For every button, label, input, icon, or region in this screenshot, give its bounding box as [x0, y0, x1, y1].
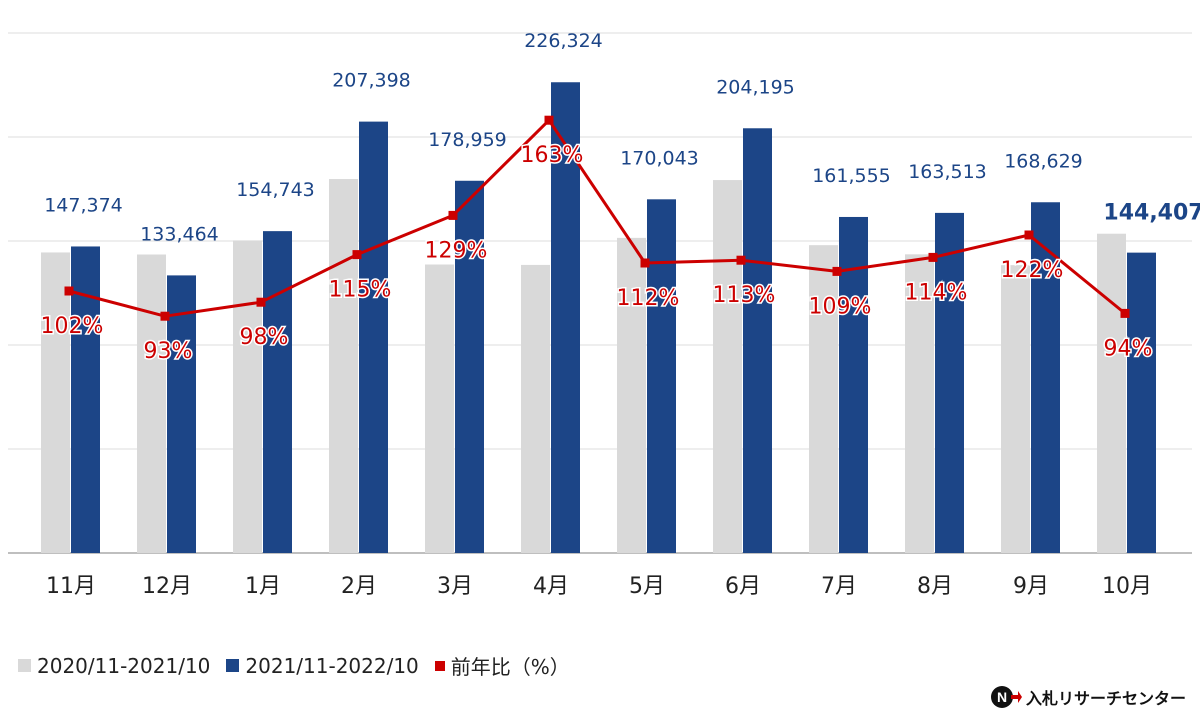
ratio-point: [640, 258, 650, 268]
x-tick-label: 3月: [437, 574, 473, 599]
bar-value-label: 133,464: [140, 223, 219, 245]
x-tick-label: 5月: [629, 574, 665, 599]
bar-prev-year: [1097, 233, 1126, 553]
ratio-point: [1024, 230, 1034, 240]
bar-prev-year: [425, 264, 454, 553]
ratio-label: 93%: [144, 339, 193, 364]
x-tick-label: 11月: [46, 574, 96, 599]
bar-prev-year: [905, 254, 934, 553]
legend-swatch-series1: [18, 659, 31, 672]
bar-value-label: 168,629: [1004, 150, 1083, 172]
bar-value-label: 163,513: [908, 161, 987, 183]
bar-current-year: [167, 275, 196, 553]
bar-value-label: 147,374: [44, 194, 123, 216]
x-tick-label: 6月: [725, 574, 761, 599]
x-tick-label: 7月: [821, 574, 857, 599]
bar-prev-year: [329, 179, 358, 554]
bar-current-year: [839, 216, 868, 553]
ratio-label: 109%: [809, 294, 872, 319]
bar-current-year: [1127, 252, 1156, 554]
bar-prev-year: [521, 264, 550, 553]
bar-current-year: [263, 231, 292, 553]
bar-prev-year: [809, 245, 838, 553]
bar-prev-year: [617, 237, 646, 553]
ratio-label: 129%: [425, 238, 488, 263]
ratio-label: 113%: [713, 283, 776, 308]
legend: 2020/11-2021/10 2021/11-2022/10 前年比（%）: [18, 651, 586, 680]
ratio-line: [68, 118, 1126, 318]
ratio-point: [256, 297, 266, 307]
ratio-point: [64, 286, 74, 296]
ratio-point: [928, 252, 938, 262]
x-tick-label: 1月: [245, 574, 281, 599]
bar-prev-year: [233, 240, 262, 553]
bar-prev-year: [713, 180, 742, 553]
ratio-point: [448, 210, 458, 220]
x-tick-label: 8月: [917, 574, 953, 599]
bar-prev-year: [41, 252, 70, 553]
ratio-point: [1120, 308, 1130, 318]
legend-item-ratio: 前年比（%）: [434, 651, 570, 680]
bar-current-year: [647, 199, 676, 554]
ratio-label: 114%: [905, 280, 968, 305]
legend-item-series2: 2021/11-2022/10: [226, 653, 419, 678]
bar-current-year: [935, 212, 964, 554]
legend-swatch-series2: [226, 659, 240, 672]
ratio-label: 163%: [521, 143, 584, 168]
ratio-label: 94%: [1104, 336, 1153, 361]
logo: N 入札リサーチセンター: [990, 683, 1186, 711]
x-tick-label: 12月: [142, 574, 192, 599]
bar-value-label: 204,195: [716, 76, 795, 98]
legend-label-series1: 2020/11-2021/10: [37, 653, 211, 678]
bar-current-year: [359, 121, 388, 554]
ratio-point: [544, 115, 554, 125]
bar-prev-year: [137, 254, 166, 553]
legend-item-series1: 2020/11-2021/10: [18, 654, 210, 678]
bar-value-label: 178,959: [428, 129, 507, 151]
bar-current-year: [455, 180, 484, 554]
ratio-point: [160, 311, 170, 321]
bar-value-label: 144,407: [1103, 201, 1200, 226]
legend-swatch-ratio: [434, 660, 445, 671]
ratio-point: [736, 255, 746, 265]
svg-text:N: N: [997, 689, 1007, 705]
bar-value-label: 226,324: [524, 30, 603, 52]
x-tick-label: 10月: [1102, 574, 1152, 599]
legend-label-ratio: 前年比（%）: [450, 655, 570, 679]
bar-current-year: [743, 128, 772, 553]
ratio-point: [832, 266, 842, 276]
ratio-label: 115%: [329, 278, 392, 303]
ratio-point: [352, 250, 362, 260]
bar-value-label: 154,743: [236, 179, 315, 201]
ratio-label: 122%: [1001, 258, 1064, 283]
x-tick-label: 4月: [533, 574, 569, 599]
bar-value-label: 170,043: [620, 147, 699, 169]
chart: 147,374 11月 133,464 12月 154,743 1月 207,398 2月 17…: [8, 30, 1200, 599]
logo-text: 入札リサーチセンター: [1026, 689, 1187, 708]
bar-current-year: [1031, 202, 1060, 553]
x-tick-label: 9月: [1013, 574, 1049, 599]
legend-label-series2: 2021/11-2022/10: [245, 653, 419, 678]
bar-value-label: 207,398: [332, 70, 411, 92]
ratio-label: 112%: [617, 286, 680, 311]
bar-prev-year: [1001, 265, 1030, 553]
ratio-label: 98%: [240, 325, 289, 350]
ratio-label: 102%: [41, 314, 104, 339]
logo-icon: N: [991, 686, 1022, 708]
bar-value-label: 161,555: [812, 165, 891, 187]
x-tick-label: 2月: [341, 574, 377, 599]
